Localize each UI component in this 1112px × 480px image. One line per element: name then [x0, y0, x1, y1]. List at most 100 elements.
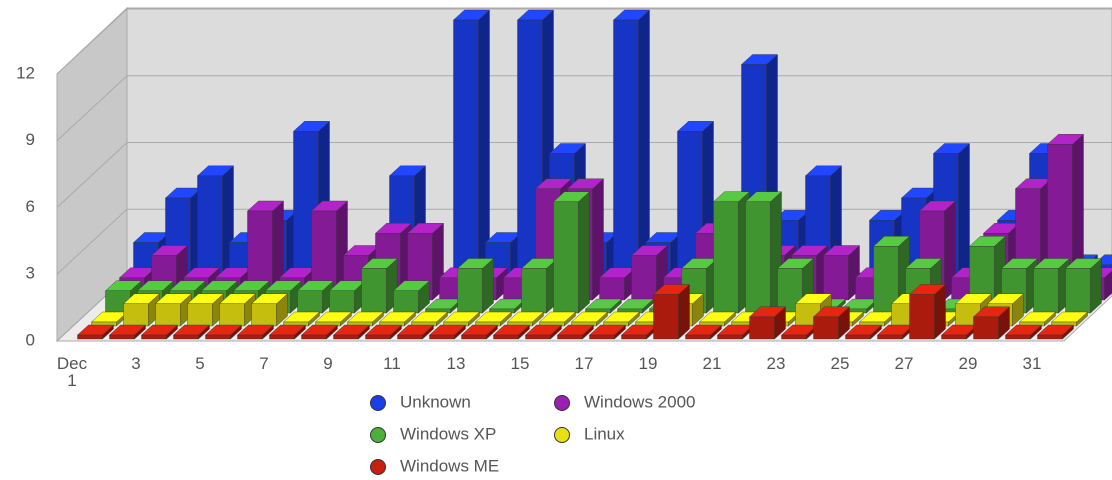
bar	[314, 311, 353, 327]
grid-line	[56, 142, 1112, 208]
bar	[456, 258, 495, 314]
bar-front	[429, 334, 455, 340]
bar-front	[187, 303, 213, 327]
bar-series	[76, 284, 1075, 340]
bar	[428, 324, 467, 340]
bar-front	[333, 334, 359, 340]
bar	[556, 324, 595, 340]
bar	[492, 324, 531, 340]
bar-front	[1037, 334, 1063, 340]
legend-label: Windows XP	[400, 424, 496, 443]
bar-front	[109, 334, 135, 340]
bar	[908, 284, 947, 340]
bar	[452, 9, 491, 288]
legend-label: Unknown	[400, 392, 471, 411]
legend-marker	[370, 459, 386, 475]
bar	[140, 324, 179, 340]
bar-front	[557, 334, 583, 340]
bar-front	[361, 268, 387, 314]
bar	[744, 191, 783, 314]
bar-front	[877, 334, 903, 340]
bar-front	[717, 334, 743, 340]
x-tick-label: 31	[1022, 354, 1042, 373]
bar-front	[251, 303, 277, 327]
bar	[538, 311, 577, 327]
x-tick-label: 19	[638, 354, 658, 373]
bar	[584, 298, 623, 314]
bar-front	[297, 290, 323, 314]
bar-front	[525, 334, 551, 340]
bar	[360, 258, 399, 314]
bar	[524, 324, 563, 340]
bar	[474, 311, 513, 327]
legend-label: Linux	[584, 424, 625, 443]
legend-marker	[370, 427, 386, 443]
bar-front	[613, 19, 639, 288]
x-tick-label: 7	[259, 354, 269, 373]
bar	[684, 324, 723, 340]
bar-front	[397, 334, 423, 340]
bar	[812, 306, 851, 340]
bar-front	[457, 268, 483, 314]
bar	[186, 293, 225, 327]
bar	[154, 293, 193, 327]
bar-front	[123, 303, 149, 327]
bar	[172, 324, 211, 340]
bar	[506, 311, 545, 327]
bar-front	[749, 316, 775, 340]
bar	[268, 324, 307, 340]
legend-label: Windows ME	[400, 456, 499, 475]
bar	[122, 293, 161, 327]
bar	[712, 191, 751, 314]
bar-front	[599, 277, 625, 301]
grid-line	[56, 8, 1112, 75]
bar	[328, 280, 367, 314]
y-tick-label: 6	[26, 197, 35, 216]
bar	[1004, 324, 1043, 340]
bar	[300, 324, 339, 340]
x-tick-label: 15	[510, 354, 530, 373]
bar	[552, 191, 591, 314]
x-tick-label: 3	[131, 354, 141, 373]
bar-front	[269, 334, 295, 340]
bar-front	[909, 294, 935, 340]
bar-front	[461, 334, 487, 340]
x-tick-label: 9	[323, 354, 333, 373]
bar	[1064, 258, 1103, 314]
bar-front	[1033, 268, 1059, 314]
bar-front	[301, 334, 327, 340]
x-tick-label: 23	[766, 354, 786, 373]
bar-front	[621, 334, 647, 340]
x-tick-label: 25	[830, 354, 850, 373]
bar	[1036, 324, 1075, 340]
bar-front	[845, 334, 871, 340]
bar-front	[823, 255, 849, 301]
bar	[822, 245, 861, 301]
bar-side	[578, 191, 590, 314]
bar	[76, 324, 115, 340]
bar-front	[553, 201, 579, 314]
bar-front	[1005, 334, 1031, 340]
bar-side	[958, 143, 970, 288]
bar	[392, 280, 431, 314]
bar-front	[141, 334, 167, 340]
bar	[364, 324, 403, 340]
bar	[616, 298, 655, 314]
bar	[236, 324, 275, 340]
x-tick-label: 17	[574, 354, 594, 373]
bar	[612, 9, 651, 288]
bar-front	[365, 334, 391, 340]
bar-front	[205, 334, 231, 340]
grid-line	[56, 75, 1112, 142]
x-tick-label: 29	[958, 354, 978, 373]
bar	[332, 324, 371, 340]
x-tick-label: 27	[894, 354, 914, 373]
bar	[570, 311, 609, 327]
bar-front	[685, 334, 711, 340]
x-tick-label: 21	[702, 354, 722, 373]
legend-marker	[554, 427, 570, 443]
bar	[520, 258, 559, 314]
bar-front	[653, 294, 679, 340]
